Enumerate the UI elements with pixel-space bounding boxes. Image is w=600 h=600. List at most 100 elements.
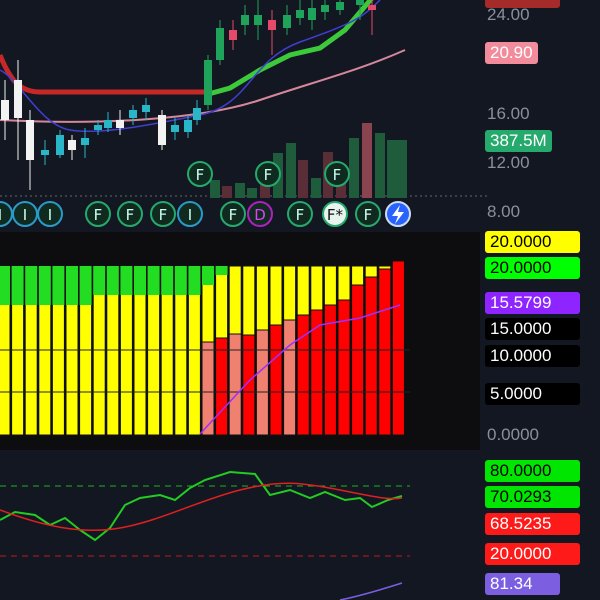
- column-top: [0, 266, 10, 305]
- column-top: [93, 266, 106, 295]
- candle-body: [356, 0, 364, 5]
- volume-bar: [387, 140, 397, 198]
- candle-body: [1, 100, 9, 120]
- column-bottom: [310, 309, 324, 436]
- candle-body: [41, 150, 49, 155]
- candle-body: [204, 60, 212, 105]
- ind1-line: [199, 304, 401, 435]
- event-label: F: [159, 206, 168, 224]
- event-badge: [355, 201, 381, 227]
- volume-bar: [349, 138, 359, 198]
- column-top: [202, 266, 214, 285]
- event-badge: [255, 161, 281, 187]
- column-bottom: [296, 314, 310, 436]
- ind3-line: [339, 582, 403, 600]
- column-bottom: [201, 341, 215, 436]
- column-bottom: [242, 334, 256, 436]
- axis-label: 0.0000: [487, 425, 539, 444]
- event-label: F: [264, 166, 273, 184]
- column-bottom: [378, 268, 392, 436]
- column-top: [134, 266, 146, 295]
- column-top: [188, 266, 201, 295]
- ind1-badge: 15.5799: [485, 292, 580, 314]
- volume-bar: [298, 160, 308, 198]
- event-label: F: [333, 166, 342, 184]
- candle-body: [296, 10, 304, 18]
- event-badge: [85, 201, 111, 227]
- column-bottom: [269, 324, 283, 436]
- candle-body: [158, 115, 166, 145]
- ind1-badge: 20.0000: [485, 257, 580, 279]
- event-label: F: [94, 206, 103, 224]
- volume-bar: [286, 143, 296, 198]
- price-badge: 20.90: [485, 42, 538, 64]
- candle-body: [184, 120, 192, 132]
- column-bottom: [391, 260, 405, 436]
- candle-body: [116, 120, 124, 128]
- ma-line: [0, 49, 406, 123]
- candle-body: [81, 138, 89, 145]
- event-label: F: [364, 206, 373, 224]
- bolt-icon: [392, 205, 404, 224]
- candle-body: [56, 135, 64, 155]
- column-top: [11, 266, 24, 305]
- volume-bar: [336, 176, 346, 198]
- column-top: [25, 266, 38, 305]
- axis-label: 24.00: [487, 5, 530, 24]
- event-label: F: [196, 166, 205, 184]
- event-label: F: [296, 206, 305, 224]
- event-label: F: [229, 206, 238, 224]
- ind1-badge: 15.0000: [485, 318, 580, 340]
- axis-label: 16.00: [487, 104, 530, 123]
- column-top: [147, 266, 160, 295]
- column-bottom: [283, 319, 297, 436]
- axis-label: 8.00: [487, 202, 521, 221]
- volume-bar: [311, 178, 321, 198]
- event-label: I: [188, 206, 192, 224]
- ind2-line: [0, 470, 403, 542]
- candle-body: [229, 30, 237, 40]
- event-label: F: [126, 206, 135, 224]
- column-top: [106, 266, 119, 295]
- volume-bar: [397, 140, 407, 198]
- event-badge: [177, 201, 203, 227]
- candle-body: [104, 120, 112, 128]
- candle-body: [142, 105, 150, 112]
- candle-body: [26, 120, 34, 160]
- column-top: [174, 266, 187, 295]
- ind2-badge: 70.0293: [485, 486, 580, 508]
- column-bottom: [364, 276, 378, 436]
- ma-line: [204, 0, 374, 98]
- event-badge: [37, 201, 63, 227]
- event-label: I: [0, 206, 2, 224]
- axis-label: 12.00: [487, 153, 530, 172]
- volume-bar: [247, 188, 257, 198]
- candle-body: [254, 15, 262, 25]
- column-bottom: [228, 333, 242, 436]
- ind1-badge: 5.0000: [485, 383, 580, 405]
- event-label: I: [23, 206, 27, 224]
- event-badge: [220, 201, 246, 227]
- event-badge: [324, 161, 350, 187]
- volume-badge: 387.5M: [485, 130, 552, 152]
- event-badge: [287, 201, 313, 227]
- event-badge: [322, 201, 348, 227]
- column-top: [38, 266, 51, 305]
- event-badge: [150, 201, 176, 227]
- ind2-badge: 80.0000: [485, 460, 580, 482]
- ind2-badge: 68.5235: [485, 513, 580, 535]
- volume-bar: [362, 123, 372, 198]
- column-bottom: [323, 304, 337, 436]
- candle-body: [129, 110, 137, 118]
- candle-body: [283, 15, 291, 28]
- event-badge: [187, 161, 213, 187]
- volume-bar: [375, 133, 385, 198]
- ind2-badge: 20.0000: [485, 543, 580, 565]
- event-badge: [247, 201, 273, 227]
- volume-bar: [210, 180, 220, 198]
- candle-body: [193, 108, 201, 120]
- candle-body: [171, 125, 179, 132]
- candle-body: [321, 5, 329, 12]
- ind3-badge: 81.34: [485, 573, 560, 595]
